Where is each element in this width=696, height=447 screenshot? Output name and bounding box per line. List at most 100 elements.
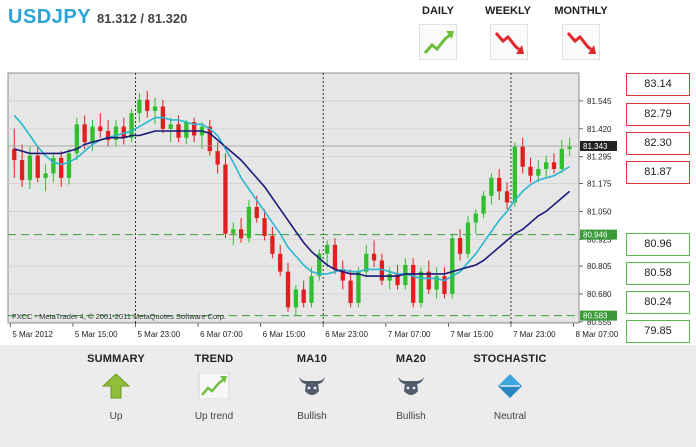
candle-body [450, 238, 455, 294]
candle-body [59, 157, 64, 178]
timeframe-daily-label: DAILY [422, 5, 454, 17]
candle-body [364, 253, 369, 272]
downtrend-chart-icon [566, 32, 596, 54]
bull-icon [299, 377, 325, 395]
candle-body [98, 126, 103, 132]
bull-icon [398, 377, 424, 395]
candle-body [317, 253, 322, 277]
price-tag-label: 81.343 [583, 142, 608, 151]
candle-body [35, 155, 40, 178]
candle-body [536, 168, 541, 176]
resistance-level-3: 82.30 [626, 132, 690, 155]
candle-body [520, 146, 525, 167]
candle-body [137, 99, 142, 114]
indicator-title: SUMMARY [87, 353, 145, 365]
y-tick-label: 80.805 [587, 262, 612, 271]
support-level-2: 80.58 [626, 262, 690, 285]
candle-body [481, 195, 486, 214]
timeframe-daily-button[interactable] [419, 24, 457, 60]
candle-body [215, 151, 220, 165]
candle-body [238, 229, 244, 239]
price-tag-label: 80.583 [583, 312, 608, 321]
support-level-1: 80.96 [626, 233, 690, 256]
price-tag-label: 80.946 [583, 231, 608, 240]
indicator-title: MA20 [395, 353, 427, 365]
candle-body [246, 206, 252, 239]
support-level-3: 80.24 [626, 291, 690, 314]
candle-body [113, 126, 119, 140]
plot-area [7, 72, 580, 324]
support-lines [8, 234, 579, 317]
candle-body [379, 260, 385, 281]
candle-body [223, 164, 228, 234]
candle-body [66, 153, 72, 178]
candle-body [270, 235, 275, 254]
candle-body [254, 206, 259, 219]
candle-body [348, 280, 353, 303]
candle-body [285, 271, 291, 308]
x-tick-label: 7 Mar 23:00 [513, 330, 556, 339]
x-tick-label: 5 Mar 23:00 [137, 330, 180, 339]
candle-body [19, 160, 25, 181]
candle-body [395, 273, 400, 286]
candle-body [465, 222, 471, 254]
candle-body [567, 146, 572, 149]
indicator-ma20: MA20 Bullish [366, 353, 456, 424]
candle-body [332, 244, 338, 270]
candle-body [309, 276, 314, 303]
diamond-neutral-icon [498, 374, 522, 398]
y-tick-label: 81.050 [587, 207, 612, 216]
price-tag [580, 229, 617, 240]
timeframe-weekly-label: WEEKLY [484, 5, 532, 17]
candle-body [27, 155, 33, 181]
candle-body [489, 177, 494, 196]
indicator-panel: SUMMARY Up TREND Up trend MA10 Bullish M… [0, 345, 696, 447]
bid-ask-quote: 81.312 / 81.320 [97, 11, 188, 26]
candle-body [51, 157, 56, 174]
indicator-stochastic: STOCHASTIC Neutral [465, 353, 555, 424]
candle-body [74, 124, 79, 154]
candle-body [43, 173, 48, 178]
candle-body [426, 271, 431, 290]
y-tick-label: 81.545 [587, 97, 612, 106]
y-tick-label: 81.420 [587, 125, 612, 134]
candle-body [262, 218, 267, 236]
indicator-title: STOCHASTIC [473, 353, 547, 365]
ma-slow-line [14, 130, 571, 277]
x-tick-label: 5 Mar 15:00 [75, 330, 118, 339]
indicator-trend: TREND Up trend [169, 353, 259, 424]
uptrend-chart-icon [198, 372, 230, 400]
candle-body [497, 177, 502, 192]
indicator-value: Neutral [493, 411, 527, 422]
candle-body [504, 191, 510, 203]
x-tick-label: 5 Mar 2012 [12, 330, 53, 339]
y-tick-label: 81.175 [587, 179, 612, 188]
indicator-value: Bullish [297, 411, 327, 422]
candle-body [192, 122, 197, 136]
indicator-value: Up [109, 411, 123, 422]
candle-body [152, 106, 158, 111]
candle-body [457, 238, 463, 254]
candle-body [340, 269, 345, 281]
candle-body [442, 276, 447, 294]
timeframe-weekly-button[interactable] [490, 24, 528, 60]
session-separators [134, 73, 512, 323]
grid-lines [8, 100, 579, 323]
x-tick-label: 8 Mar 07:00 [576, 330, 619, 339]
candle-body [293, 289, 298, 308]
candle-body [403, 264, 408, 286]
timeframe-monthly-button[interactable] [562, 24, 600, 60]
y-tick-label: 80.555 [587, 318, 612, 327]
support-level-4: 79.85 [626, 320, 690, 343]
candle-body [90, 126, 95, 143]
uptrend-chart-icon [423, 31, 454, 54]
x-tick-label: 7 Mar 15:00 [450, 330, 493, 339]
candle-body [434, 276, 439, 290]
candle-body [278, 253, 283, 272]
resistance-level-2: 82.79 [626, 103, 690, 126]
y-tick-label: 81.295 [587, 153, 612, 162]
candle-body [371, 253, 377, 261]
candle-body [418, 271, 424, 303]
x-axis: 5 Mar 2012 5 Mar 15:00 5 Mar 23:00 6 Mar 07… [9, 323, 619, 339]
candle-body [145, 99, 150, 111]
